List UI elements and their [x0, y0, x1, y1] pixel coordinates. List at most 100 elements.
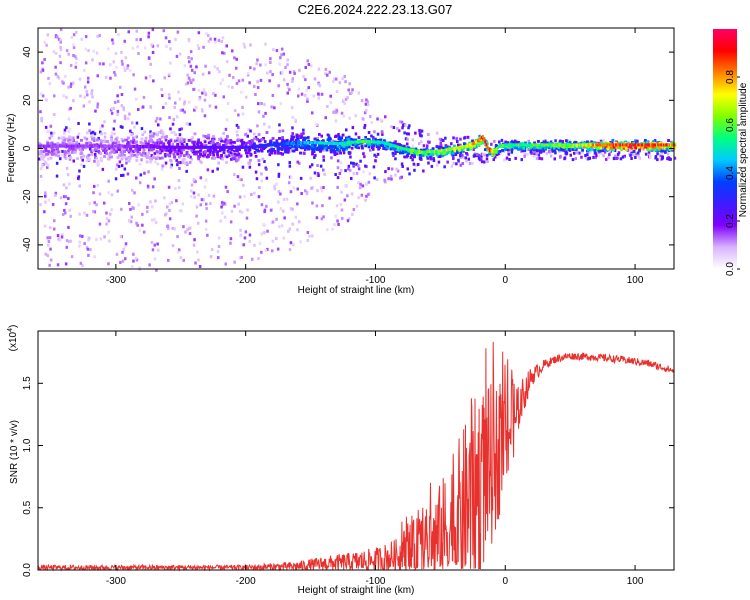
- spectrogram-cell: [365, 98, 368, 102]
- spectrogram-cell: [265, 204, 268, 208]
- spectrogram-cell: [466, 135, 470, 139]
- spectrogram-cell: [595, 154, 598, 158]
- spectrogram-cell: [347, 217, 351, 221]
- spectrogram-cell: [144, 136, 148, 140]
- spectrogram-cell: [316, 189, 319, 193]
- spectrogram-cell: [636, 139, 639, 143]
- spectrogram-cell: [471, 161, 474, 165]
- spectrogram-cell: [656, 158, 659, 162]
- spectrogram-cell: [414, 131, 417, 135]
- spectrogram-cell: [254, 135, 258, 139]
- spectrogram-cell: [329, 94, 332, 98]
- spectrogram-cell: [401, 151, 405, 155]
- spectrogram-cell: [644, 152, 648, 156]
- spectrogram-cell: [181, 108, 185, 112]
- spectrogram-cell: [276, 151, 280, 155]
- spectrogram-cell: [197, 88, 201, 92]
- spectrogram-cell: [156, 242, 159, 246]
- spectrogram-cell: [273, 106, 276, 110]
- spectrogram-cell: [86, 158, 90, 161]
- spectrogram-cell: [244, 230, 248, 234]
- spectrogram-cell: [241, 112, 245, 116]
- spectrogram-cell: [103, 235, 106, 239]
- spectrogram-cell: [131, 188, 134, 192]
- spectrogram-cell: [53, 94, 56, 98]
- spectrogram-cell: [317, 67, 321, 71]
- spectrogram-cell: [204, 219, 208, 223]
- spectrogram-cell: [45, 43, 48, 47]
- spectrogram-cell: [420, 140, 423, 144]
- spectrogram-cell: [360, 99, 364, 103]
- spectrogram-cell: [578, 151, 581, 155]
- spectrogram-cell: [94, 152, 97, 156]
- spectrogram-cell: [254, 170, 258, 174]
- spectrogram-cell: [123, 116, 127, 120]
- spectrogram-cell: [204, 93, 208, 97]
- spectrogram-cell: [634, 156, 637, 159]
- spectrogram-cell: [194, 180, 197, 184]
- spectrogram-cell: [342, 151, 346, 155]
- spectrogram-cell: [444, 136, 447, 140]
- spectrogram-cell: [520, 149, 523, 153]
- spectrogram-cell: [197, 31, 201, 35]
- spectrogram-cell: [373, 153, 376, 157]
- spectrogram-cell: [64, 262, 68, 266]
- spectrogram-cell: [527, 139, 530, 143]
- spectrogram-cell: [193, 195, 196, 199]
- spectrogram-cell: [54, 72, 58, 76]
- spectrogram-cell: [359, 159, 362, 163]
- spectrogram-cell: [400, 120, 404, 124]
- spectrogram-cell: [199, 176, 203, 180]
- spectrogram-cell: [286, 63, 289, 67]
- spectrogram-cell: [53, 219, 56, 223]
- spectrogram-cell: [120, 207, 123, 211]
- spectrogram-cell: [68, 157, 72, 161]
- spectrogram-cell: [105, 222, 108, 226]
- spectrogram-cell: [404, 137, 408, 141]
- spectrogram-cell: [225, 44, 228, 48]
- spectrogram-cell: [43, 210, 46, 214]
- spectrogram-cell: [188, 100, 191, 104]
- spectrogram-cell: [83, 242, 86, 246]
- spectrogram-cell: [256, 58, 259, 62]
- spectrogram-cell: [408, 124, 411, 128]
- spectrogram-cell: [537, 153, 541, 157]
- spectrogram-cell: [238, 209, 242, 213]
- spectrogram-cell: [68, 208, 71, 212]
- spectrogram-cell: [166, 151, 169, 155]
- spectrogram-cell: [584, 154, 587, 157]
- spectrogram-cell: [132, 252, 135, 256]
- spectrogram-cell: [666, 152, 670, 156]
- spectrogram-cell: [299, 240, 302, 244]
- spectrogram-cell: [65, 95, 68, 99]
- spectrogram-cell: [66, 138, 70, 142]
- spectrogram-cell: [279, 102, 283, 106]
- spectrogram-cell: [159, 117, 162, 121]
- spectrogram-cell: [107, 262, 110, 266]
- spectrogram-cell: [202, 198, 205, 202]
- spectrogram-cell: [315, 216, 319, 220]
- spectrogram-cell: [123, 114, 127, 118]
- spectrogram-cell: [229, 241, 232, 245]
- spectrogram-cell: [114, 52, 118, 55]
- spectrogram-cell: [463, 136, 466, 140]
- spectrogram-cell: [205, 32, 208, 36]
- spectrogram-cell: [331, 139, 335, 143]
- spectrogram-cell: [87, 238, 90, 242]
- spectrogram-cell: [154, 132, 157, 136]
- spectrogram-cell: [62, 94, 65, 98]
- spectrogram-cell: [408, 172, 411, 176]
- spectrogram-cell: [116, 113, 119, 117]
- spectrogram-cell: [594, 156, 597, 160]
- spectrogram-cell: [626, 148, 630, 152]
- spectrogram-cell: [46, 165, 49, 169]
- spectrogram-cell: [617, 151, 621, 155]
- spectrogram-cell: [279, 192, 282, 196]
- spectrogram-cell: [146, 205, 149, 209]
- spectrogram-cell: [322, 186, 325, 189]
- spectrogram-cell: [510, 150, 514, 154]
- spectrogram-cell: [297, 94, 300, 98]
- spectrogram-cell: [59, 196, 63, 200]
- spectrogram-cell: [67, 85, 70, 89]
- spectrogram-cell: [362, 170, 365, 174]
